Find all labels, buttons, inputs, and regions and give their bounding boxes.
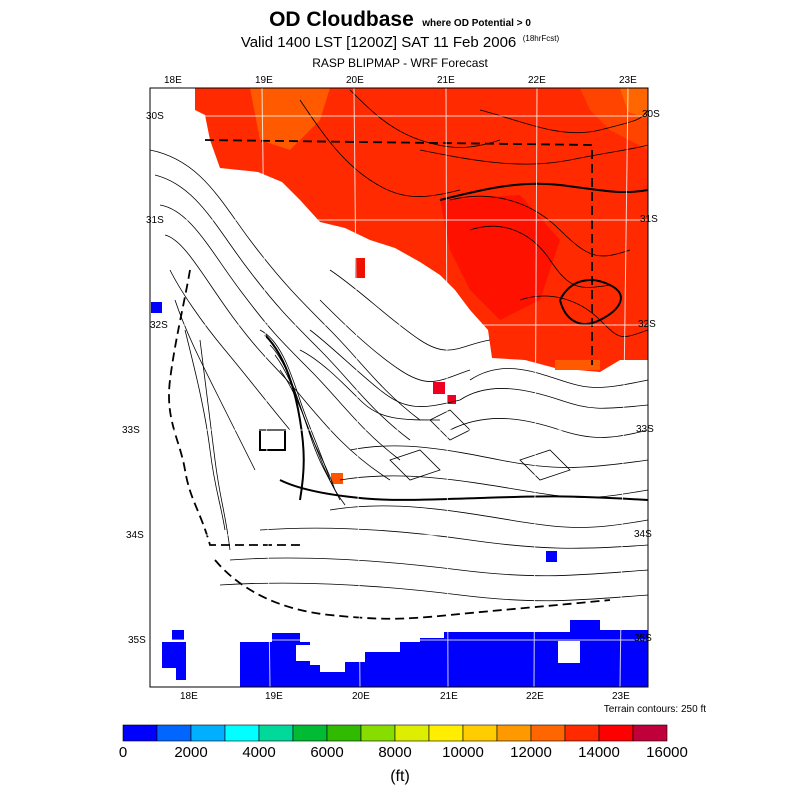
colorbar-tick-label: 4000 <box>242 744 276 761</box>
colorbar-swatch <box>598 724 634 742</box>
source-label: RASP BLIPMAP - WRF Forecast <box>312 56 488 70</box>
lat-label-left: 32S <box>150 320 168 331</box>
coastline <box>168 139 611 620</box>
colorbar-tick-label: 8000 <box>378 744 412 761</box>
colorbar-unit: (ft) <box>390 768 410 785</box>
cloudbase-cell <box>331 473 343 484</box>
colorbar-tick-label: 12000 <box>510 744 552 761</box>
colorbar-swatch <box>496 724 532 742</box>
lat-label-right: 33S <box>636 424 654 435</box>
colorbar-swatch <box>564 724 600 742</box>
lon-label-bottom: 21E <box>440 691 458 702</box>
cloudbase-patch <box>620 88 648 118</box>
colorbar-swatch <box>224 724 260 742</box>
cloudbase-cell <box>355 258 365 278</box>
colorbar-tick-label: 14000 <box>578 744 620 761</box>
colorbar-swatch <box>292 724 328 742</box>
no-cloud-hole <box>296 645 310 661</box>
cloudbase-field-south <box>162 642 186 680</box>
main-title: OD Cloudbase <box>269 8 414 31</box>
colorbar-tick-label: 10000 <box>442 744 484 761</box>
map-frame <box>149 87 649 688</box>
colorbar-tick-label: 6000 <box>310 744 344 761</box>
lat-label-right: 30S <box>642 109 660 120</box>
lon-label-top: 20E <box>346 75 364 86</box>
cloudbase-cell <box>172 630 184 640</box>
lon-label-top: 19E <box>255 75 273 86</box>
colorbar-swatch <box>394 724 430 742</box>
lon-label-top: 23E <box>619 75 637 86</box>
lon-label-bottom: 19E <box>265 691 283 702</box>
lat-label-left: 30S <box>146 111 164 122</box>
forecast-tag: (18hrFcst) <box>522 34 560 43</box>
cloudbase-cell <box>447 395 456 404</box>
terrain-contour-note: Terrain contours: 250 ft <box>603 704 706 715</box>
cloudbase-patch <box>440 195 560 320</box>
lat-label-right: 31S <box>640 214 658 225</box>
colorbar-swatch <box>258 724 294 742</box>
cloudbase-patch <box>555 360 600 370</box>
map-title: OD Cloudbase where OD Potential > 0 <box>0 8 800 32</box>
terrain-contours-heavy <box>259 182 648 501</box>
lat-label-right: 34S <box>634 529 652 540</box>
lon-label-bottom: 22E <box>526 691 544 702</box>
lon-label-top: 18E <box>164 75 182 86</box>
colorbar-swatch <box>122 724 158 742</box>
cloudbase-cell <box>546 551 557 562</box>
valid-time-subtitle: Valid 1400 LST [1200Z] SAT 11 Feb 2006 <box>240 34 517 51</box>
graticule <box>150 87 648 688</box>
lat-label-left: 33S <box>122 425 140 436</box>
lat-label-right: 35S <box>634 633 652 644</box>
lat-label-left: 35S <box>128 635 146 646</box>
lon-label-bottom: 20E <box>352 691 370 702</box>
colorbar-swatch <box>360 724 396 742</box>
lon-label-top: 22E <box>528 75 546 86</box>
lon-label-bottom: 18E <box>180 691 198 702</box>
colorbar-swatch <box>462 724 498 742</box>
cloudbase-cell <box>151 302 162 313</box>
lon-label-top: 21E <box>437 75 455 86</box>
cloudbase-patch <box>250 88 330 150</box>
cloudbase-cell <box>433 382 445 394</box>
colorbar-swatch <box>428 724 464 742</box>
title-qualifier: where OD Potential > 0 <box>422 18 531 29</box>
colorbar-swatch <box>632 724 668 742</box>
colorbar-swatch <box>530 724 566 742</box>
lat-label-right: 32S <box>638 319 656 330</box>
colorbar-swatch <box>156 724 192 742</box>
no-cloud-hole <box>558 641 580 663</box>
colorbar <box>122 724 668 742</box>
colorbar-tick-label: 0 <box>118 744 128 761</box>
colorbar-swatch <box>190 724 226 742</box>
cloudbase-field-south <box>240 620 648 687</box>
colorbar-tick-label: 2000 <box>174 744 208 761</box>
lat-label-left: 31S <box>146 215 164 226</box>
colorbar-tick-label: 16000 <box>646 744 688 761</box>
subtitle-line: Valid 1400 LST [1200Z] SAT 11 Feb 2006 (… <box>0 34 800 52</box>
terrain-contours <box>150 89 648 602</box>
lon-label-bottom: 23E <box>612 691 630 702</box>
colorbar-swatch <box>326 724 362 742</box>
lat-label-left: 34S <box>126 530 144 541</box>
